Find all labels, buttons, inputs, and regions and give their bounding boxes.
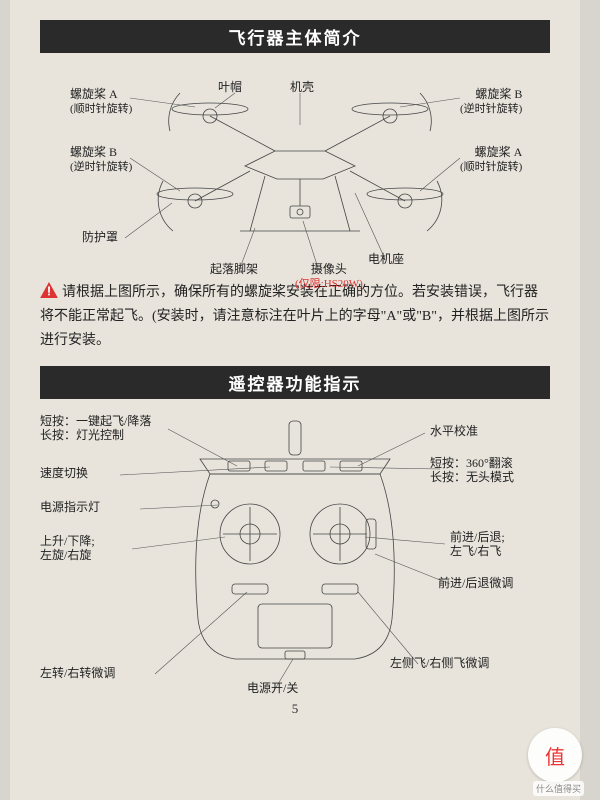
label-propB-ccw-left: 螺旋桨 B (逆时针旋转) [70, 146, 132, 174]
drone-diagram: 螺旋桨 A (顺时针旋转) 螺旋桨 B (逆时针旋转) 防护罩 叶帽 机壳 螺旋… [40, 63, 550, 273]
label-propA-cw-right: 螺旋桨 A (顺时针旋转) [460, 146, 522, 174]
section1-title: 飞行器主体简介 [40, 20, 550, 53]
label-capnut: 叶帽 [218, 81, 242, 95]
label-body: 机壳 [290, 81, 314, 95]
label-power: 电源开/关 [247, 682, 298, 696]
page-number: 5 [40, 701, 550, 717]
label-level: 水平校准 [430, 425, 478, 439]
label-landing: 起落脚架 [210, 263, 258, 277]
label-roll: 短按：360°翻滚 长按：无头模式 [430, 457, 514, 485]
label-trim-fb: 前进/后退微调 [438, 577, 513, 591]
label-power-led: 电源指示灯 [40, 501, 100, 515]
label-propB-ccw-right: 螺旋桨 B (逆时针旋转) [460, 88, 522, 116]
label-motor: 电机座 [368, 253, 404, 267]
manual-page: 飞行器主体简介 [10, 0, 580, 800]
label-trim-lr: 左侧飞/右侧飞微调 [390, 657, 489, 671]
label-speed: 速度切换 [40, 467, 88, 481]
watermark-text: 值 [545, 741, 565, 770]
label-left-stick: 上升/下降; 左旋/右旋 [40, 535, 95, 563]
label-propA-cw: 螺旋桨 A (顺时针旋转) [70, 88, 132, 116]
section2-title: 遥控器功能指示 [40, 366, 550, 399]
watermark-badge: 值 [528, 728, 582, 782]
warning-body: 请根据上图所示，确保所有的螺旋桨安装在正确的方位。若安装错误，飞行器将不能正常起… [40, 285, 549, 348]
watermark-subtext: 什么值得买 [533, 781, 584, 796]
warning-text: 请根据上图所示，确保所有的螺旋桨安装在正确的方位。若安装错误，飞行器将不能正常起… [40, 281, 550, 352]
label-camera: 摄像头 (仅限:HS20W) [295, 263, 363, 291]
warning-icon [40, 282, 58, 298]
label-guard: 防护罩 [82, 231, 118, 245]
label-trim-left: 左转/右转微调 [40, 667, 115, 681]
controller-diagram: 短按：一键起飞/降落 长按：灯光控制 速度切换 电源指示灯 上升/下降; 左旋/… [40, 409, 550, 699]
label-takeoff: 短按：一键起飞/降落 长按：灯光控制 [40, 415, 151, 443]
label-right-stick: 前进/后退; 左飞/右飞 [450, 531, 505, 559]
